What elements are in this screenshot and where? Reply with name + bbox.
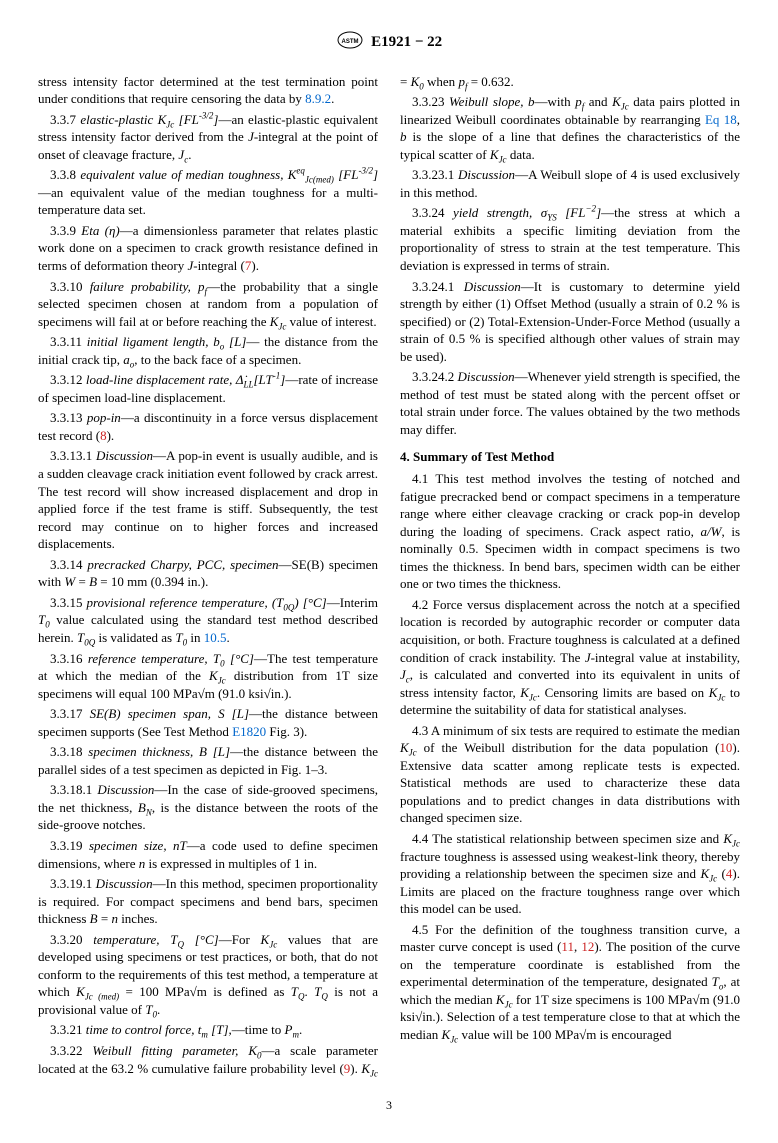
term-3-3-18: 3.3.18 specimen thickness, B [L]—the dis… — [38, 743, 378, 778]
discussion-3-3-13-1: 3.3.13.1 Discussion—A pop-in event is us… — [38, 447, 378, 552]
crossref-link[interactable]: 8.9.2 — [305, 91, 331, 106]
crossref-link[interactable]: 10 — [719, 740, 732, 755]
term-3-3-20: 3.3.20 temperature, TQ [°C]—For KJc valu… — [38, 931, 378, 1019]
page-header: ASTM E1921 − 22 — [38, 30, 740, 55]
para-4-5: 4.5 For the definition of the toughness … — [400, 921, 740, 1044]
discussion-3-3-24-2: 3.3.24.2 Discussion—Whenever yield stren… — [400, 368, 740, 438]
term-3-3-13: 3.3.13 pop-in—a discontinuity in a force… — [38, 409, 378, 444]
para-4-3: 4.3 A minimum of six tests are required … — [400, 722, 740, 827]
term-3-3-7: 3.3.7 elastic-plastic KJc [FL-3/2]—an el… — [38, 111, 378, 164]
term-3-3-14: 3.3.14 precracked Charpy, PCC, specimen—… — [38, 556, 378, 591]
astm-logo-icon: ASTM — [336, 30, 364, 55]
crossref-link[interactable]: E1820 — [232, 724, 266, 739]
crossref-link[interactable]: 11 — [561, 939, 574, 954]
svg-text:ASTM: ASTM — [341, 39, 358, 45]
term-3-3-11: 3.3.11 initial ligament length, bo [L]— … — [38, 333, 378, 368]
term-3-3-17: 3.3.17 SE(B) specimen span, S [L]—the di… — [38, 705, 378, 740]
term-3-3-24: 3.3.24 yield strength, σYS [FL−2]—the st… — [400, 204, 740, 274]
crossref-link[interactable]: 12 — [581, 939, 594, 954]
term-3-3-16: 3.3.16 reference temperature, T0 [°C]—Th… — [38, 650, 378, 703]
term-3-3-23: 3.3.23 Weibull slope, b—with pf and KJc … — [400, 93, 740, 163]
crossref-link[interactable]: 10.5 — [204, 630, 227, 645]
term-3-3-12: 3.3.12 load-line displacement rate, Δ̇LL… — [38, 371, 378, 406]
term-3-3-15: 3.3.15 provisional reference temperature… — [38, 594, 378, 647]
para-4-2: 4.2 Force versus displacement across the… — [400, 596, 740, 719]
term-3-3-10: 3.3.10 failure probability, pf—the proba… — [38, 278, 378, 331]
para-4-1: 4.1 This test method involves the testin… — [400, 470, 740, 593]
crossref-link[interactable]: 7 — [245, 258, 252, 273]
para-4-4: 4.4 The statistical relationship between… — [400, 830, 740, 918]
two-column-body: stress intensity factor determined at th… — [38, 73, 740, 1078]
discussion-3-3-24-1: 3.3.24.1 Discussion—It is customary to d… — [400, 278, 740, 366]
term-3-3-19: 3.3.19 specimen size, nT—a code used to … — [38, 837, 378, 872]
crossref-link[interactable]: 8 — [100, 428, 107, 443]
discussion-3-3-18-1: 3.3.18.1 Discussion—In the case of side-… — [38, 781, 378, 834]
term-3-3-8: 3.3.8 equivalent value of median toughne… — [38, 166, 378, 219]
crossref-link[interactable]: 9 — [344, 1061, 351, 1076]
term-3-3-21: 3.3.21 time to control force, tm [T],—ti… — [38, 1021, 378, 1039]
discussion-3-3-19-1: 3.3.19.1 Discussion—In this method, spec… — [38, 875, 378, 928]
term-3-3-9: 3.3.9 Eta (η)—a dimensionless parameter … — [38, 222, 378, 275]
crossref-link[interactable]: Eq 18 — [705, 112, 737, 127]
discussion-3-3-23-1: 3.3.23.1 Discussion—A Weibull slope of 4… — [400, 166, 740, 201]
page-container: ASTM E1921 − 22 stress intensity factor … — [0, 0, 778, 1143]
section-4-heading: 4. Summary of Test Method — [400, 448, 740, 466]
continuation-text: stress intensity factor determined at th… — [38, 73, 378, 108]
crossref-link[interactable]: 4 — [726, 866, 733, 881]
standard-designation: E1921 − 22 — [371, 32, 442, 52]
page-number: 3 — [38, 1097, 740, 1113]
